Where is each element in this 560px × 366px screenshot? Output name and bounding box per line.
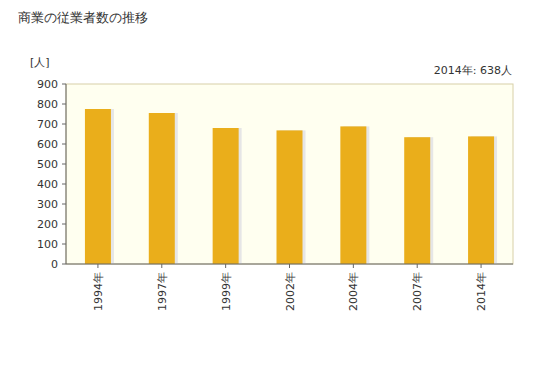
y-tick bbox=[62, 204, 66, 205]
y-tick bbox=[62, 124, 66, 125]
x-tick-label: 1997年 bbox=[156, 272, 169, 311]
bar bbox=[468, 136, 494, 264]
bar bbox=[85, 109, 111, 264]
y-tick-label: 100 bbox=[37, 238, 58, 251]
bar bbox=[277, 130, 303, 264]
annotation: 2014年: 638人 bbox=[434, 64, 512, 77]
plot-area bbox=[66, 84, 513, 264]
x-tick bbox=[225, 264, 226, 268]
y-tick-label: 900 bbox=[37, 78, 58, 91]
y-tick-label: 200 bbox=[37, 218, 58, 231]
x-tick-label: 2004年 bbox=[347, 272, 360, 311]
y-label: [人] bbox=[30, 56, 50, 69]
x-tick-label: 2002年 bbox=[284, 272, 297, 311]
x-tick bbox=[97, 264, 98, 268]
y-tick bbox=[62, 104, 66, 105]
x-tick bbox=[417, 264, 418, 268]
x-tick-label: 2014年 bbox=[475, 272, 488, 311]
y-tick-label: 300 bbox=[37, 198, 58, 211]
y-tick bbox=[62, 264, 66, 265]
title: 商業の従業者数の推移 bbox=[18, 10, 148, 25]
y-tick-label: 800 bbox=[37, 98, 58, 111]
y-tick-label: 400 bbox=[37, 178, 58, 191]
y-tick-label: 0 bbox=[51, 258, 58, 271]
x-tick-label: 2007年 bbox=[411, 272, 424, 311]
x-tick bbox=[161, 264, 162, 268]
y-tick bbox=[62, 244, 66, 245]
bar bbox=[213, 128, 239, 264]
x-tick bbox=[353, 264, 354, 268]
y-tick-label: 700 bbox=[37, 118, 58, 131]
bars bbox=[85, 109, 497, 264]
bar bbox=[340, 126, 366, 264]
y-axis bbox=[66, 84, 67, 264]
chart: 商業の従業者数の推移 [人] 2014年: 638人 0 100 200 300 400 500… bbox=[0, 0, 560, 366]
y-tick bbox=[62, 224, 66, 225]
y-tick-label: 500 bbox=[37, 158, 58, 171]
bar bbox=[149, 113, 175, 264]
x-tick bbox=[289, 264, 290, 268]
x-tick-label: 1999年 bbox=[220, 272, 233, 311]
y-tick-label: 600 bbox=[37, 138, 58, 151]
x-tick bbox=[481, 264, 482, 268]
y-tick bbox=[62, 164, 66, 165]
bar bbox=[404, 137, 430, 264]
y-tick bbox=[62, 184, 66, 185]
y-tick bbox=[62, 144, 66, 145]
x-tick-label: 1994年 bbox=[92, 272, 105, 311]
y-tick bbox=[62, 84, 66, 85]
